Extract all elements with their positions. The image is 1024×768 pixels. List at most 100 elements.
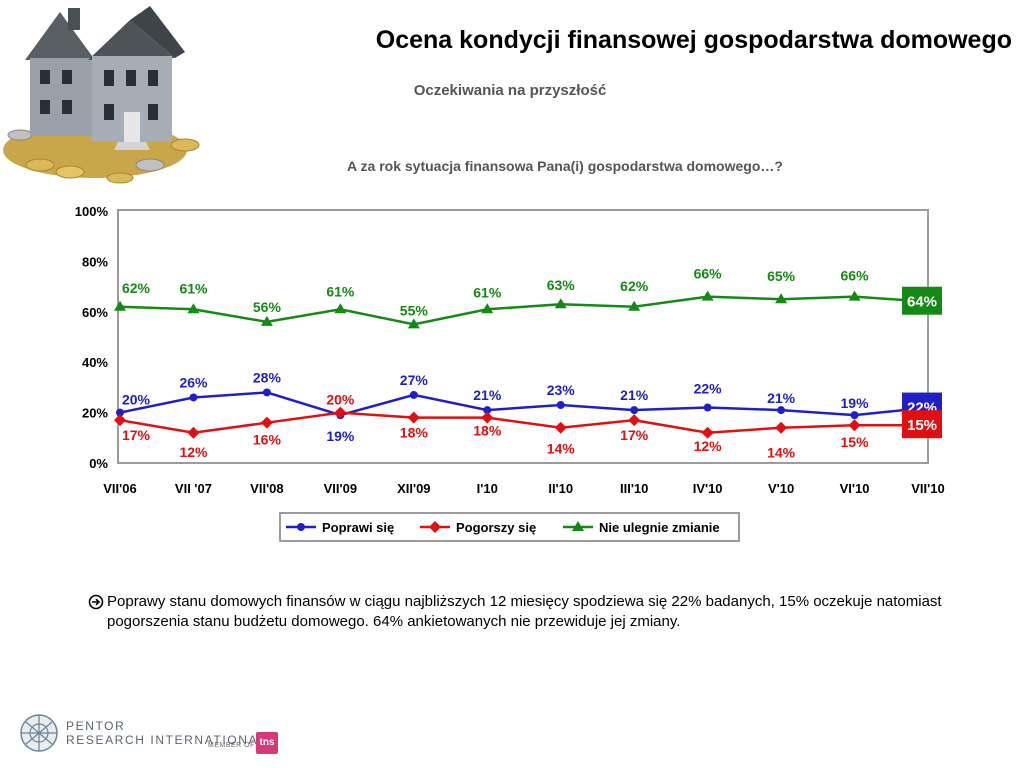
tns-logo: tns bbox=[256, 732, 278, 754]
data-label: 20% bbox=[326, 392, 355, 408]
data-point bbox=[701, 290, 714, 301]
series-line bbox=[119, 411, 928, 435]
arrow-circle-right-icon bbox=[88, 594, 104, 610]
company-name: PENTOR RESEARCH INTERNATIONAL bbox=[66, 719, 266, 747]
y-tick-label: 80% bbox=[82, 254, 108, 269]
legend: Poprawi się Pogorszy się Nie ulegnie zmian… bbox=[279, 512, 740, 542]
legend-frame bbox=[279, 512, 740, 542]
data-label: 23% bbox=[547, 382, 576, 398]
x-axis: VII'06 VII '07 VII'08 VII'09 XII'09 I'10 II'10… bbox=[103, 481, 944, 496]
legend-label: Poprawi się bbox=[322, 520, 394, 535]
x-tick-label: XII'09 bbox=[397, 481, 430, 496]
plot-area-frame bbox=[117, 209, 929, 464]
x-tick-label: III'10 bbox=[620, 481, 648, 496]
data-label: 65% bbox=[767, 268, 796, 284]
data-label: 64% bbox=[907, 294, 937, 311]
data-point bbox=[554, 298, 567, 309]
data-point bbox=[334, 406, 347, 419]
y-tick-label: 60% bbox=[82, 305, 108, 320]
data-point bbox=[554, 421, 567, 434]
legend-marker bbox=[297, 523, 305, 531]
x-tick-label: VII'08 bbox=[250, 481, 283, 496]
globe-logo-icon bbox=[20, 714, 58, 752]
data-point bbox=[483, 406, 492, 415]
x-tick-label: VII '07 bbox=[175, 481, 212, 496]
data-label: 66% bbox=[841, 268, 870, 284]
data-point bbox=[260, 315, 273, 326]
slide-title: Ocena kondycji finansowej gospodarstwa d… bbox=[375, 26, 1012, 54]
data-label: 15% bbox=[841, 434, 870, 450]
data-label: 28% bbox=[253, 369, 282, 385]
x-tick-label: IV'10 bbox=[693, 481, 723, 496]
x-tick-label: VII'09 bbox=[324, 481, 357, 496]
legend-label: Nie ulegnie zmianie bbox=[599, 520, 720, 535]
data-label: 14% bbox=[767, 445, 796, 461]
data-point bbox=[187, 426, 200, 439]
member-of-label: MEMBER OF bbox=[208, 742, 255, 749]
data-point bbox=[407, 411, 420, 424]
data-point bbox=[334, 303, 347, 314]
data-label: 20% bbox=[122, 392, 151, 408]
data-point bbox=[189, 393, 198, 402]
data-label: 17% bbox=[122, 427, 151, 443]
data-label: 61% bbox=[473, 284, 502, 300]
data-label: 15% bbox=[907, 417, 937, 434]
data-point bbox=[556, 401, 565, 410]
data-label: 26% bbox=[179, 374, 208, 390]
series-1: 17% 12% 16% 20% 18% 18% 14% 17% 12% 14% 15% 15% bbox=[114, 392, 942, 461]
data-point bbox=[628, 414, 641, 427]
data-label: 22% bbox=[694, 381, 723, 397]
data-label: 61% bbox=[326, 283, 355, 299]
data-label: 61% bbox=[179, 280, 208, 296]
x-tick-label: VI'10 bbox=[840, 481, 870, 496]
data-label: 56% bbox=[253, 299, 282, 315]
data-label: 18% bbox=[473, 423, 502, 439]
data-point bbox=[262, 388, 271, 397]
data-point bbox=[848, 290, 861, 301]
y-tick-label: 100% bbox=[75, 204, 109, 219]
y-axis: 0% 20% 40% 60% 80% 100% bbox=[75, 204, 109, 471]
series-line bbox=[119, 391, 929, 417]
data-point bbox=[777, 406, 786, 415]
data-point bbox=[481, 303, 494, 314]
data-label: 66% bbox=[694, 266, 723, 282]
y-tick-label: 20% bbox=[82, 406, 108, 421]
legend-marker bbox=[429, 521, 441, 533]
series-2: 62% 61% 56% 61% 55% 61% 63% 62% 66% 65% 66% 64% bbox=[114, 266, 942, 329]
data-point bbox=[630, 406, 639, 415]
legend-marker bbox=[572, 521, 584, 531]
data-label: 17% bbox=[620, 427, 649, 443]
data-point bbox=[850, 411, 859, 420]
data-point bbox=[775, 421, 788, 434]
x-tick-label: V'10 bbox=[768, 481, 794, 496]
data-label: 19% bbox=[841, 395, 870, 411]
x-tick-label: II'10 bbox=[548, 481, 573, 496]
data-label: 62% bbox=[620, 278, 649, 294]
data-label: 55% bbox=[400, 302, 429, 318]
data-label: 12% bbox=[179, 444, 208, 460]
series-line bbox=[119, 295, 929, 326]
series-layer: 20%26% 28%19%27%21% 23% 21% 22%21% 19% 22%17%1… bbox=[114, 266, 942, 461]
data-point bbox=[701, 426, 714, 439]
survey-question: A za rok sytuacja finansowa Pana(i) gosp… bbox=[347, 158, 783, 174]
data-point bbox=[187, 303, 200, 314]
data-point bbox=[703, 403, 712, 412]
data-point bbox=[114, 300, 126, 311]
data-point bbox=[116, 408, 124, 417]
data-point bbox=[114, 414, 126, 427]
data-label: 19% bbox=[326, 428, 355, 444]
data-point bbox=[481, 411, 494, 424]
summary-bullet: Poprawy stanu domowych finansów w ciągu … bbox=[88, 592, 1008, 632]
data-label: 21% bbox=[473, 387, 502, 403]
y-tick-label: 0% bbox=[89, 456, 108, 471]
legend-label: Pogorszy się bbox=[456, 520, 536, 535]
x-tick-label: VII'06 bbox=[103, 481, 136, 496]
y-tick-label: 40% bbox=[82, 355, 108, 370]
data-point bbox=[848, 419, 861, 432]
data-point bbox=[407, 318, 420, 329]
data-label: 16% bbox=[253, 432, 282, 448]
house-on-coins-image bbox=[3, 6, 200, 184]
data-point bbox=[628, 300, 641, 311]
slide-subtitle: Oczekiwania na przyszłość bbox=[413, 82, 607, 99]
